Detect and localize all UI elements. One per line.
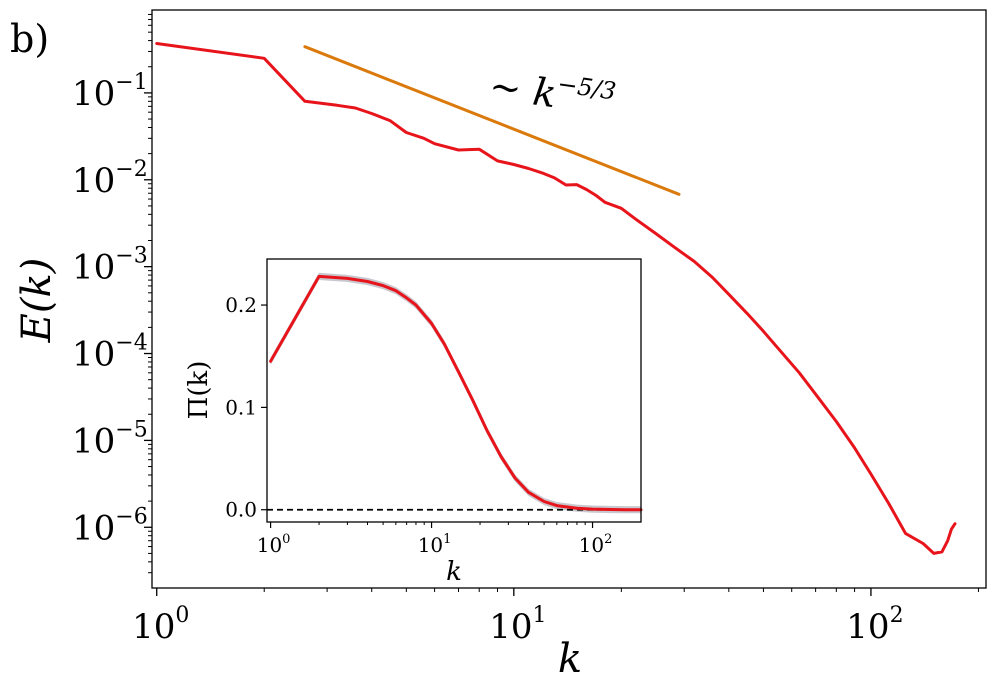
main-x-tick-label: 100 xyxy=(132,603,189,647)
inset-plot-background xyxy=(267,259,641,522)
slope-annotation-base: ∼ k xyxy=(487,63,559,116)
inset-x-ticks: 100 101 102 xyxy=(257,522,613,557)
slope-reference-line xyxy=(303,45,681,196)
inset-plot-frame xyxy=(266,258,642,523)
inset-y-tick-label: 0.0 xyxy=(225,498,257,522)
inset-series-group xyxy=(267,272,643,514)
main-y-tick-label: 10−6 xyxy=(72,504,148,548)
slope-annotation-exponent: −5/3 xyxy=(556,70,618,106)
main-plot: 100 101 102 10−1 10−2 10−3 10−4 10−5 10−6 k E(k… xyxy=(14,9,987,682)
main-y-tick-label: 10−3 xyxy=(72,244,148,288)
energy-flux-line xyxy=(269,274,643,512)
inset-x-axis-label: k xyxy=(446,557,462,587)
main-x-tick-label: 101 xyxy=(489,603,546,647)
slope-annotation: ∼ k−5/3 xyxy=(487,60,618,124)
main-y-tick-label: 10−2 xyxy=(72,157,148,201)
inset-x-tick-label: 102 xyxy=(579,532,613,557)
inset-y-ticks: 0.0 0.1 0.2 xyxy=(225,293,267,522)
main-y-tick-label: 10−5 xyxy=(72,417,148,461)
main-x-ticks: 100 101 102 xyxy=(132,588,979,647)
inset-y-tick-label: 0.2 xyxy=(225,293,257,317)
inset-y-tick-label: 0.1 xyxy=(225,395,257,419)
energy-spectrum-line xyxy=(155,42,957,555)
main-x-tick-label: 102 xyxy=(846,603,903,647)
main-y-tick-label: 10−4 xyxy=(72,331,148,375)
main-plot-frame xyxy=(151,9,987,589)
main-series-group xyxy=(155,42,957,555)
main-y-tick-label: 10−1 xyxy=(72,70,148,114)
main-y-ticks: 10−1 10−2 10−3 10−4 10−5 10−6 xyxy=(72,13,152,574)
inset-plot: 100 101 102 0.0 0.1 0.2 k Π(k) xyxy=(184,258,643,587)
main-x-axis-label: k xyxy=(558,636,582,682)
inset-x-tick-label: 101 xyxy=(418,532,452,557)
panel-label: b) xyxy=(10,17,49,61)
inset-y-axis-label: Π(k) xyxy=(184,361,214,420)
inset-x-tick-label: 100 xyxy=(257,532,291,557)
main-y-axis-label: E(k) xyxy=(14,258,60,344)
